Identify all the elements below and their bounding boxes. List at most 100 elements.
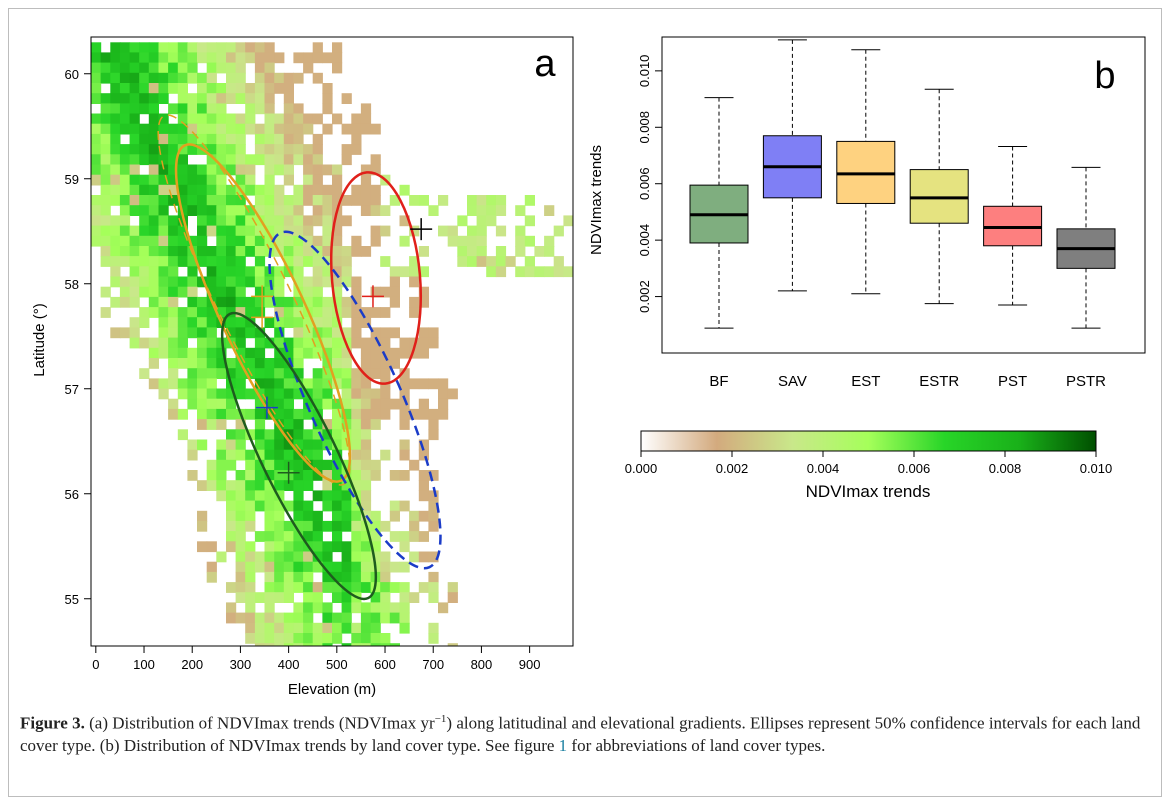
heat-cell	[293, 358, 304, 369]
heat-cell	[293, 256, 304, 267]
heat-cell	[351, 633, 362, 644]
heat-cell	[235, 419, 246, 430]
figure-reference-link[interactable]: 1	[558, 735, 568, 755]
heat-cell	[100, 103, 111, 115]
heat-cell	[187, 52, 198, 64]
heat-cell	[341, 459, 352, 471]
x-category-label: EST	[851, 373, 880, 390]
heat-cell	[428, 337, 439, 349]
panel-b: b 0.002 0.004 0.006 0.008 0.010 BF SAV EST ESTR…	[588, 36, 1146, 390]
heat-cell	[187, 470, 198, 481]
heat-cell	[341, 571, 352, 583]
heat-cell	[476, 246, 487, 257]
heat-cell	[332, 429, 343, 441]
heat-cell	[283, 144, 294, 155]
heat-cell	[428, 571, 439, 583]
heat-cell	[139, 205, 150, 216]
heat-cell	[139, 184, 150, 196]
heat-cell	[283, 307, 294, 318]
heat-cell	[322, 195, 333, 206]
heat-cell	[283, 123, 294, 135]
heat-cell	[312, 144, 323, 155]
heat-cell	[303, 123, 314, 135]
heat-cell	[235, 531, 246, 542]
heat-cell	[293, 510, 304, 522]
heat-cell	[360, 307, 372, 318]
heat-cell	[264, 123, 275, 135]
heat-cell	[274, 195, 285, 206]
heat-cell	[428, 408, 439, 420]
heat-cell	[274, 368, 285, 379]
heat-cell	[245, 215, 256, 227]
heat-cell	[129, 235, 140, 247]
heat-cell	[332, 622, 343, 634]
panel-a-x-label: Elevation (m)	[288, 681, 376, 698]
heat-cell	[332, 195, 343, 206]
heatmap-cells	[91, 42, 573, 646]
heat-cell	[254, 256, 266, 267]
heat-cell	[322, 388, 333, 400]
heat-cell	[370, 408, 381, 420]
heat-cell	[148, 113, 159, 125]
heat-cell	[226, 225, 237, 237]
heat-cell	[158, 266, 169, 278]
heat-cell	[177, 103, 188, 115]
heat-cell	[293, 225, 304, 237]
heat-cell	[351, 439, 362, 451]
heat-cell	[264, 215, 275, 227]
heat-cell	[110, 266, 121, 278]
heat-cell	[206, 327, 217, 339]
heat-cell	[254, 561, 266, 573]
heat-cell	[341, 602, 352, 614]
heat-cell	[380, 205, 391, 216]
heat-cell	[351, 133, 362, 145]
heat-cell	[515, 235, 526, 247]
y-tick-label: 0.010	[637, 55, 652, 88]
heat-cell	[341, 643, 352, 646]
heat-cell	[235, 327, 246, 339]
figure-graphics: a 0 100 200 300 400 500 600 700 800 900 555657585…	[31, 36, 1146, 698]
heat-cell	[197, 408, 208, 420]
heat-cell	[235, 174, 246, 186]
heat-cell	[351, 582, 362, 593]
heat-cell	[187, 174, 198, 186]
heat-cell	[360, 205, 372, 216]
heat-cell	[139, 42, 150, 54]
heat-cell	[254, 327, 266, 339]
heat-cell	[351, 531, 362, 542]
heat-cell	[332, 164, 343, 176]
heat-cell	[341, 296, 352, 308]
heat-cell	[467, 246, 478, 257]
heat-cell	[418, 347, 429, 359]
heat-cell	[274, 633, 285, 644]
heat-cell	[226, 42, 237, 54]
heat-cell	[428, 429, 439, 441]
heat-cell	[245, 327, 256, 339]
heat-cell	[332, 541, 343, 553]
heat-cell	[197, 388, 208, 400]
heat-cell	[177, 174, 188, 186]
heat-cell	[264, 195, 275, 206]
heat-cell	[380, 449, 391, 461]
heat-cell	[457, 246, 468, 257]
heat-cell	[341, 195, 352, 206]
heat-cell	[158, 215, 169, 227]
heat-cell	[341, 276, 352, 288]
heat-cell	[177, 42, 188, 54]
heat-cell	[148, 103, 159, 115]
heat-cell	[235, 164, 246, 176]
heat-cell	[399, 500, 410, 512]
heat-cell	[332, 62, 343, 74]
heat-cell	[264, 368, 275, 379]
heat-cell	[370, 612, 381, 624]
heat-cell	[100, 215, 111, 227]
heat-cell	[100, 184, 111, 196]
heat-cell	[370, 398, 381, 410]
heat-cell	[264, 52, 275, 64]
heat-cell	[216, 62, 227, 74]
heat-cell	[370, 520, 381, 532]
heat-cell	[245, 490, 256, 502]
heat-cell	[187, 439, 198, 451]
heat-cell	[438, 398, 449, 410]
heat-cell	[332, 327, 343, 339]
